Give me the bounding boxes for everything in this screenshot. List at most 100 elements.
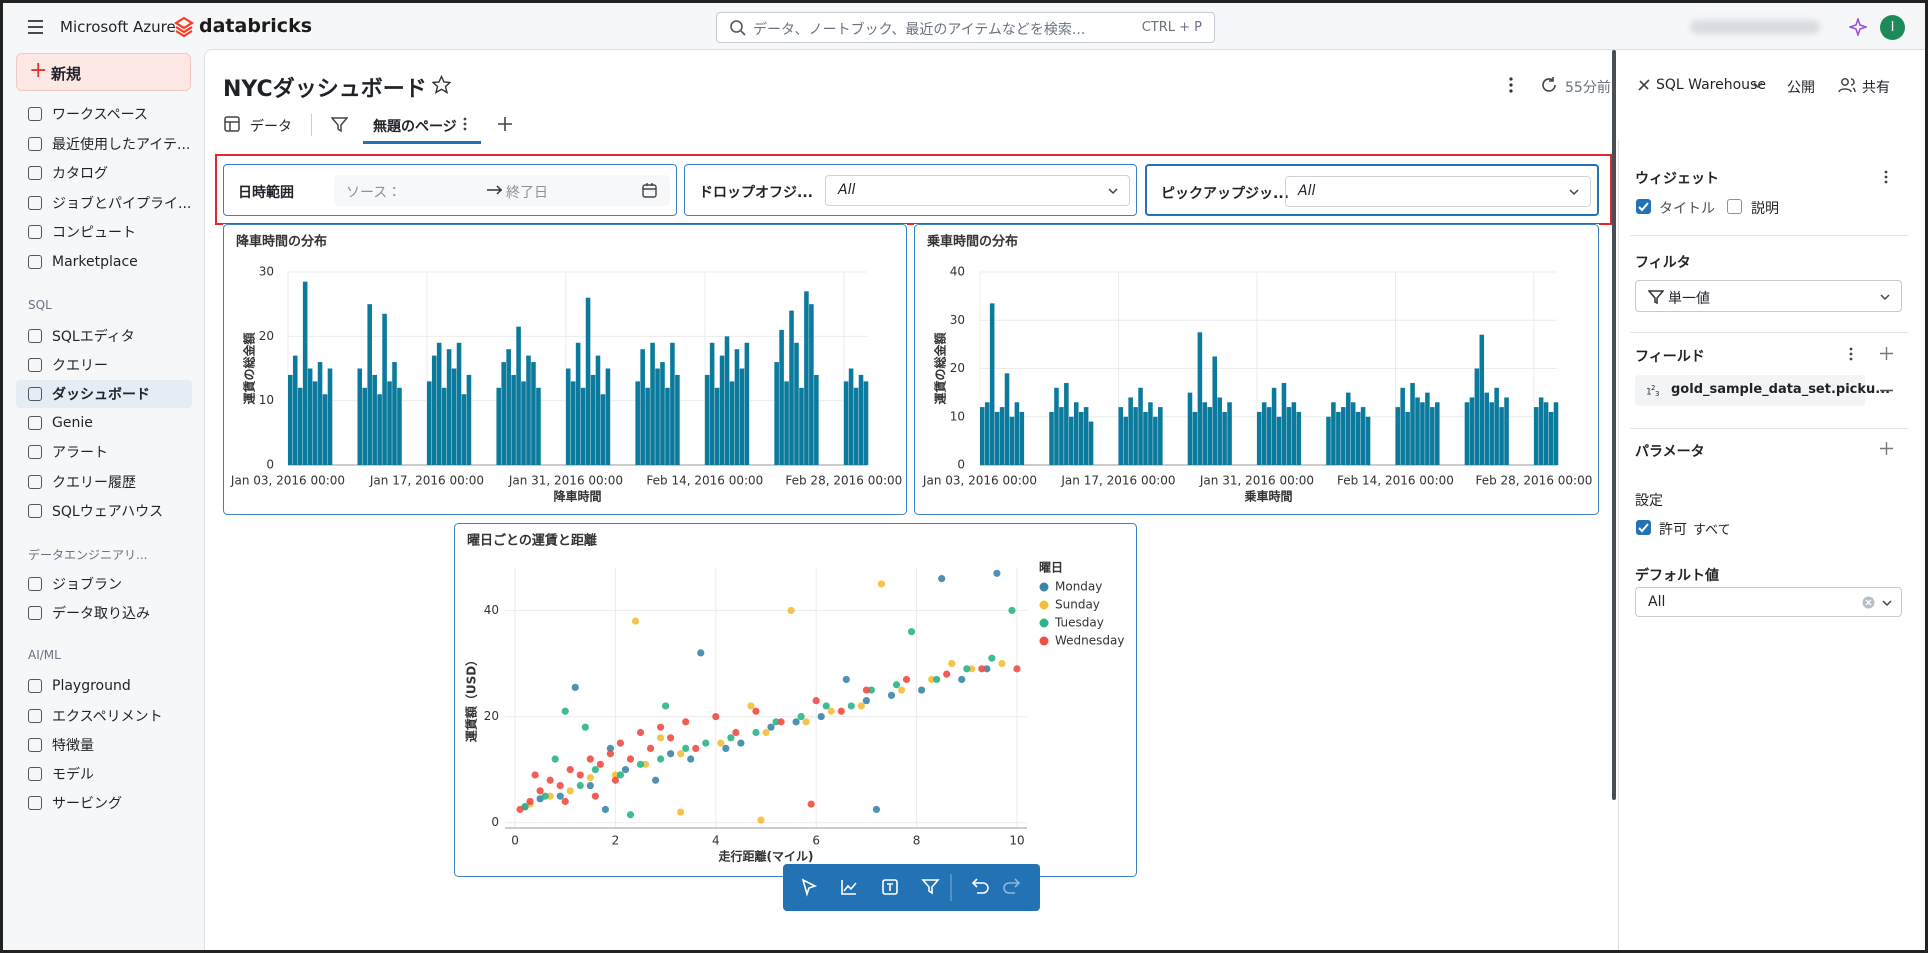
bar: [1133, 407, 1138, 465]
nav-item[interactable]: カタログ: [16, 159, 192, 187]
product: databricks: [199, 15, 313, 37]
nav-item[interactable]: Marketplace: [16, 248, 192, 276]
nav-label: カタログ: [52, 166, 108, 183]
warehouse-select[interactable]: SQL Warehouse: [1656, 77, 1766, 93]
bar: [1009, 416, 1015, 465]
data-tab[interactable]: データ: [250, 119, 292, 135]
point: [621, 766, 630, 774]
dropoff-select[interactable]: All: [825, 175, 1130, 206]
date-end: 終了日: [506, 185, 548, 201]
nav-item[interactable]: アラート: [16, 438, 192, 466]
nav-icon: [28, 166, 42, 181]
toolbar-icons[interactable]: [783, 864, 1040, 911]
bar: [456, 342, 462, 465]
nav-item[interactable]: SQLエディタ: [16, 322, 192, 350]
nav-item[interactable]: サービング: [16, 789, 192, 817]
nav-item[interactable]: ジョブラン: [16, 570, 192, 598]
nav-item[interactable]: クエリー履歴: [16, 468, 192, 496]
new-button[interactable]: + 新規: [16, 53, 191, 91]
pickup-select[interactable]: All: [1285, 176, 1591, 207]
nav-item[interactable]: クエリー: [16, 351, 192, 379]
add-param[interactable]: [1879, 441, 1894, 456]
point: [872, 805, 881, 814]
nav-item[interactable]: エクスペリメント: [16, 702, 192, 730]
bar: [1192, 411, 1198, 465]
point: [576, 771, 584, 779]
fields-more[interactable]: [1848, 346, 1854, 362]
page-tab[interactable]: 無題のページ: [373, 119, 457, 135]
nav-item[interactable]: データ取り込み: [16, 599, 192, 627]
filter-type-select[interactable]: 単一値: [1635, 280, 1902, 312]
default-select[interactable]: All: [1635, 587, 1902, 617]
dropoff-filter[interactable]: ドロップオフジ... All: [684, 164, 1137, 216]
nav-icon: [28, 255, 42, 269]
bar: [704, 374, 710, 465]
nav-item[interactable]: SQLウェアハウス: [16, 497, 192, 525]
nav-item[interactable]: 最近使用したアイテ...: [16, 130, 192, 158]
bar: [367, 304, 372, 465]
bar: [575, 342, 581, 465]
remove-field[interactable]: [1879, 383, 1894, 398]
favorite-star[interactable]: [432, 75, 451, 94]
allow-all: すべて: [1693, 523, 1731, 538]
title-checkbox[interactable]: [1636, 199, 1651, 214]
scatter-chart[interactable]: 曜日ごとの運賃と距離 0 20 40 0 2 4 6 8 10 走行距離(マイル) 運賃額（USD） 曜…: [454, 523, 1137, 877]
nav-item[interactable]: コンピュート: [16, 218, 192, 246]
add-page[interactable]: [497, 116, 513, 132]
bar: [466, 374, 472, 465]
point: [887, 691, 896, 699]
warehouse-icon: [1638, 79, 1650, 91]
publish-button[interactable]: 公開: [1787, 80, 1815, 96]
bar: [784, 381, 789, 465]
date-filter[interactable]: 日時範囲 ソース： 終了日: [223, 164, 677, 216]
assistant-icon[interactable]: [1849, 18, 1867, 36]
bar: [1489, 402, 1494, 465]
bar: [1261, 402, 1267, 465]
pickup-chart[interactable]: 乗車時間の分布 0 10 20 30 40 Jan 03, 2016 00:00 Jan 17…: [914, 224, 1599, 515]
search-placeholder: データ、ノートブック、最近のアイテムなどを検索...: [753, 22, 1086, 38]
date-input[interactable]: ソース： 終了日: [334, 175, 670, 206]
chart-title: 乗車時間の分布: [926, 234, 1018, 250]
filter-icon[interactable]: [331, 116, 348, 133]
nav-item[interactable]: 特徴量: [16, 731, 192, 759]
avatar[interactable]: I: [1880, 15, 1905, 40]
add-field[interactable]: [1879, 346, 1894, 361]
nav-item[interactable]: ワークスペース: [16, 100, 192, 128]
point: [993, 569, 1001, 577]
menu-icon[interactable]: [26, 18, 46, 36]
nav-item[interactable]: ジョブとパイプライ...: [16, 189, 192, 217]
tab-more-icon[interactable]: [462, 116, 468, 132]
point: [626, 811, 635, 819]
share-button[interactable]: 共有: [1862, 80, 1890, 96]
point: [938, 575, 946, 583]
brand: Microsoft Azure: [60, 18, 176, 36]
search-box[interactable]: データ、ノートブック、最近のアイテムなどを検索... CTRL + P: [716, 12, 1215, 43]
point: [677, 808, 685, 816]
chart-frame: [454, 523, 1137, 877]
refresh-icon[interactable]: [1540, 76, 1558, 94]
select-value: All: [1298, 183, 1316, 199]
chevron: [1569, 189, 1579, 196]
bar: [1118, 407, 1124, 465]
nav-label: Genie: [52, 415, 93, 432]
dropoff-chart[interactable]: 降車時間の分布 0 10 20 30 Jan 03, 2016 00:00 Jan 17, …: [223, 224, 907, 515]
allow-checkbox[interactable]: [1636, 520, 1651, 535]
x-tick-label: 8: [913, 834, 921, 848]
point: [892, 681, 901, 689]
nav-item[interactable]: モデル: [16, 760, 192, 788]
bar: [600, 394, 606, 465]
nav-item[interactable]: ダッシュボード: [16, 380, 192, 408]
bar: [1504, 397, 1509, 465]
bar: [655, 368, 660, 465]
widget-more[interactable]: [1883, 169, 1889, 185]
bar: [521, 381, 526, 465]
pickup-filter[interactable]: ピックアップジッ... All: [1145, 164, 1599, 216]
nav-item[interactable]: Playground: [16, 672, 192, 700]
more-icon[interactable]: [1508, 76, 1514, 94]
bar: [1395, 407, 1400, 465]
clear-icon[interactable]: [1862, 596, 1875, 609]
desc-checkbox[interactable]: [1727, 199, 1742, 214]
check: [1638, 523, 1649, 533]
nav-item[interactable]: Genie: [16, 409, 192, 437]
